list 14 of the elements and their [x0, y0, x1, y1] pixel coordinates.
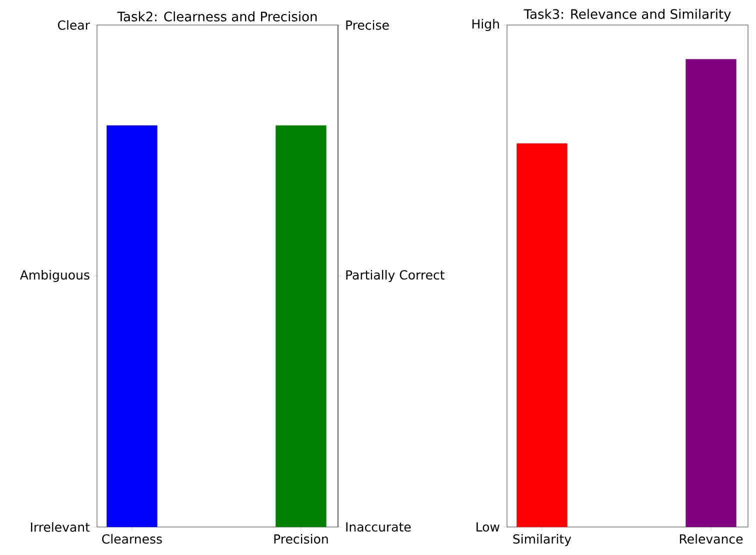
text: High [472, 18, 499, 32]
text: Irrelevant [30, 522, 90, 532]
chart-title: Task3: Relevance and Similarity [524, 8, 731, 22]
text: Precise [346, 20, 389, 30]
chart-title: Task2: Clearness and Precision [117, 11, 317, 22]
text: Ambiguous [20, 270, 90, 282]
text: Inaccurate [346, 522, 411, 532]
text: Partially Correct [346, 270, 444, 282]
text: Clear [58, 20, 90, 30]
x-tick-label: Clearness [102, 534, 162, 544]
x-tick-label: Relevance [680, 534, 743, 544]
x-tick-label: Precision [274, 534, 328, 544]
x-tick-label: Similarity [513, 534, 572, 546]
text: Low [476, 522, 500, 532]
